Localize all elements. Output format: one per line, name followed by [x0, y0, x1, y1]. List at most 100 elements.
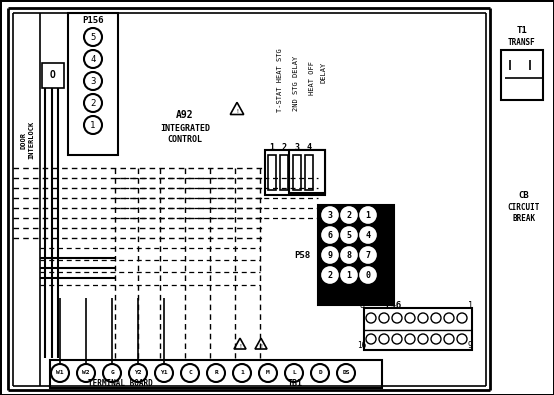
- Circle shape: [457, 313, 467, 323]
- Text: O: O: [50, 70, 56, 80]
- Circle shape: [405, 334, 415, 344]
- Circle shape: [360, 207, 376, 223]
- Bar: [305, 155, 313, 190]
- Circle shape: [322, 267, 338, 283]
- Text: TERMINAL BOARD: TERMINAL BOARD: [88, 380, 152, 389]
- Text: W2: W2: [82, 371, 90, 376]
- Text: 3: 3: [90, 77, 96, 85]
- Text: P46: P46: [385, 301, 401, 310]
- Text: DS: DS: [342, 371, 350, 376]
- Circle shape: [155, 364, 173, 382]
- Bar: [289, 150, 325, 193]
- Text: !: !: [259, 344, 263, 348]
- Circle shape: [322, 227, 338, 243]
- Circle shape: [322, 207, 338, 223]
- Text: !: !: [238, 344, 242, 348]
- Text: BREAK: BREAK: [512, 214, 536, 222]
- Circle shape: [360, 267, 376, 283]
- Text: 1: 1: [269, 143, 274, 152]
- Text: 3: 3: [295, 143, 300, 152]
- Text: HEAT OFF: HEAT OFF: [309, 61, 315, 95]
- Bar: [42, 63, 64, 88]
- Text: P156: P156: [82, 15, 104, 24]
- Text: 4: 4: [306, 143, 311, 152]
- Bar: [280, 155, 288, 190]
- Text: C: C: [188, 371, 192, 376]
- Text: G: G: [110, 371, 114, 376]
- Circle shape: [418, 313, 428, 323]
- Text: INTEGRATED: INTEGRATED: [160, 124, 210, 132]
- Text: L: L: [292, 371, 296, 376]
- Text: 7: 7: [366, 250, 371, 260]
- Text: 4: 4: [366, 231, 371, 239]
- Circle shape: [444, 313, 454, 323]
- Circle shape: [341, 227, 357, 243]
- Text: TB1: TB1: [288, 380, 302, 389]
- Text: CB: CB: [519, 190, 530, 199]
- Circle shape: [84, 72, 102, 90]
- Text: 8: 8: [360, 301, 365, 310]
- Circle shape: [392, 334, 402, 344]
- Text: !: !: [235, 109, 239, 113]
- Circle shape: [418, 334, 428, 344]
- Circle shape: [444, 334, 454, 344]
- Text: R: R: [214, 371, 218, 376]
- Circle shape: [84, 28, 102, 46]
- Text: DELAY: DELAY: [320, 61, 326, 83]
- Circle shape: [431, 313, 441, 323]
- Text: M: M: [266, 371, 270, 376]
- Text: CIRCUIT: CIRCUIT: [508, 203, 540, 211]
- Circle shape: [379, 334, 389, 344]
- Circle shape: [84, 50, 102, 68]
- Text: Y1: Y1: [160, 371, 168, 376]
- Text: 1: 1: [346, 271, 351, 280]
- Circle shape: [457, 334, 467, 344]
- Circle shape: [51, 364, 69, 382]
- Circle shape: [341, 207, 357, 223]
- Circle shape: [259, 364, 277, 382]
- Text: 1: 1: [366, 211, 371, 220]
- Bar: [364, 308, 472, 350]
- Text: 2: 2: [346, 211, 351, 220]
- Circle shape: [84, 116, 102, 134]
- Circle shape: [341, 247, 357, 263]
- Bar: [68, 13, 118, 155]
- Text: A92: A92: [176, 110, 194, 120]
- Circle shape: [337, 364, 355, 382]
- Text: 2ND STG DELAY: 2ND STG DELAY: [293, 55, 299, 111]
- Text: 1: 1: [90, 120, 96, 130]
- Circle shape: [366, 313, 376, 323]
- Bar: [501, 50, 543, 100]
- Circle shape: [405, 313, 415, 323]
- Text: 3: 3: [327, 211, 332, 220]
- Text: 1: 1: [468, 301, 473, 310]
- Circle shape: [285, 364, 303, 382]
- Text: T-STAT HEAT STG: T-STAT HEAT STG: [277, 48, 283, 112]
- Text: 5: 5: [346, 231, 351, 239]
- Text: INTERLOCK: INTERLOCK: [28, 121, 34, 159]
- Text: 8: 8: [346, 250, 351, 260]
- Bar: [268, 155, 276, 190]
- Circle shape: [103, 364, 121, 382]
- Circle shape: [77, 364, 95, 382]
- Text: 16: 16: [357, 340, 367, 350]
- Text: DOOR: DOOR: [20, 132, 26, 149]
- Circle shape: [366, 334, 376, 344]
- Text: D: D: [318, 371, 322, 376]
- Circle shape: [431, 334, 441, 344]
- Text: 0: 0: [366, 271, 371, 280]
- Circle shape: [360, 247, 376, 263]
- Text: 2: 2: [90, 98, 96, 107]
- Circle shape: [233, 364, 251, 382]
- Bar: [318, 205, 394, 305]
- Circle shape: [392, 313, 402, 323]
- Circle shape: [379, 313, 389, 323]
- Bar: [293, 155, 301, 190]
- Text: Y2: Y2: [134, 371, 142, 376]
- Text: 9: 9: [327, 250, 332, 260]
- Text: 1: 1: [240, 371, 244, 376]
- Text: 2: 2: [327, 271, 332, 280]
- Circle shape: [84, 94, 102, 112]
- Bar: [50, 360, 382, 388]
- Text: TRANSF: TRANSF: [508, 38, 536, 47]
